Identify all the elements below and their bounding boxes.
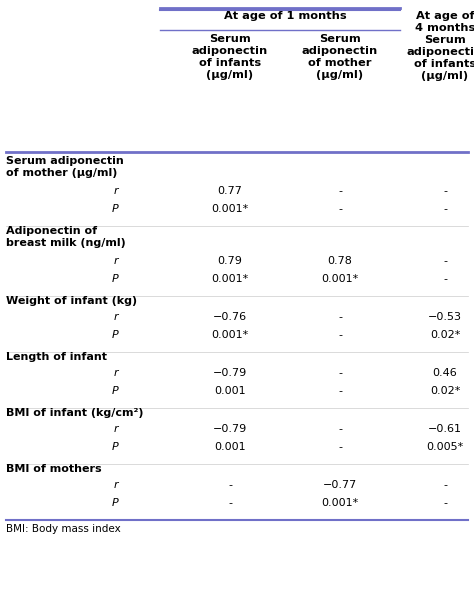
- Text: r: r: [113, 256, 118, 266]
- Text: -: -: [338, 186, 342, 196]
- Text: Weight of infant (kg): Weight of infant (kg): [6, 296, 137, 306]
- Text: -: -: [443, 186, 447, 196]
- Text: P: P: [111, 386, 118, 396]
- Text: −0.61: −0.61: [428, 424, 462, 434]
- Text: -: -: [228, 480, 232, 490]
- Text: P: P: [111, 498, 118, 508]
- Text: -: -: [338, 204, 342, 214]
- Text: −0.76: −0.76: [213, 312, 247, 322]
- Text: At age of 1 months: At age of 1 months: [224, 11, 346, 21]
- Text: r: r: [113, 480, 118, 490]
- Text: -: -: [338, 442, 342, 452]
- Text: At age of
4 months
Serum
adiponectin
of infants
(μg/ml): At age of 4 months Serum adiponectin of …: [407, 11, 474, 81]
- Text: P: P: [111, 274, 118, 284]
- Text: 0.001*: 0.001*: [211, 330, 249, 340]
- Text: -: -: [443, 256, 447, 266]
- Text: 0.02*: 0.02*: [430, 330, 460, 340]
- Text: 0.001*: 0.001*: [321, 498, 359, 508]
- Text: Adiponectin of
breast milk (ng/ml): Adiponectin of breast milk (ng/ml): [6, 226, 126, 248]
- Text: Serum adiponectin
of mother (μg/ml): Serum adiponectin of mother (μg/ml): [6, 156, 124, 178]
- Text: 0.79: 0.79: [218, 256, 242, 266]
- Text: BMI of mothers: BMI of mothers: [6, 464, 101, 474]
- Text: 0.001: 0.001: [214, 386, 246, 396]
- Text: P: P: [111, 442, 118, 452]
- Text: −0.79: −0.79: [213, 424, 247, 434]
- Text: 0.001: 0.001: [214, 442, 246, 452]
- Text: -: -: [443, 480, 447, 490]
- Text: r: r: [113, 424, 118, 434]
- Text: Serum
adiponectin
of mother
(μg/ml): Serum adiponectin of mother (μg/ml): [302, 34, 378, 80]
- Text: P: P: [111, 204, 118, 214]
- Text: BMI: Body mass index: BMI: Body mass index: [6, 524, 121, 534]
- Text: r: r: [113, 186, 118, 196]
- Text: r: r: [113, 312, 118, 322]
- Text: −0.79: −0.79: [213, 368, 247, 378]
- Text: 0.78: 0.78: [328, 256, 353, 266]
- Text: -: -: [338, 312, 342, 322]
- Text: -: -: [443, 204, 447, 214]
- Text: Length of infant: Length of infant: [6, 352, 107, 362]
- Text: 0.001*: 0.001*: [321, 274, 359, 284]
- Text: −0.77: −0.77: [323, 480, 357, 490]
- Text: −0.53: −0.53: [428, 312, 462, 322]
- Text: 0.02*: 0.02*: [430, 386, 460, 396]
- Text: -: -: [338, 424, 342, 434]
- Text: BMI of infant (kg/cm²): BMI of infant (kg/cm²): [6, 408, 144, 418]
- Text: -: -: [338, 330, 342, 340]
- Text: -: -: [443, 274, 447, 284]
- Text: -: -: [338, 368, 342, 378]
- Text: 0.001*: 0.001*: [211, 204, 249, 214]
- Text: r: r: [113, 368, 118, 378]
- Text: -: -: [338, 386, 342, 396]
- Text: 0.005*: 0.005*: [427, 442, 464, 452]
- Text: -: -: [228, 498, 232, 508]
- Text: 0.46: 0.46: [433, 368, 457, 378]
- Text: 0.77: 0.77: [218, 186, 242, 196]
- Text: Serum
adiponectin
of infants
(μg/ml): Serum adiponectin of infants (μg/ml): [192, 34, 268, 80]
- Text: -: -: [443, 498, 447, 508]
- Text: P: P: [111, 330, 118, 340]
- Text: 0.001*: 0.001*: [211, 274, 249, 284]
